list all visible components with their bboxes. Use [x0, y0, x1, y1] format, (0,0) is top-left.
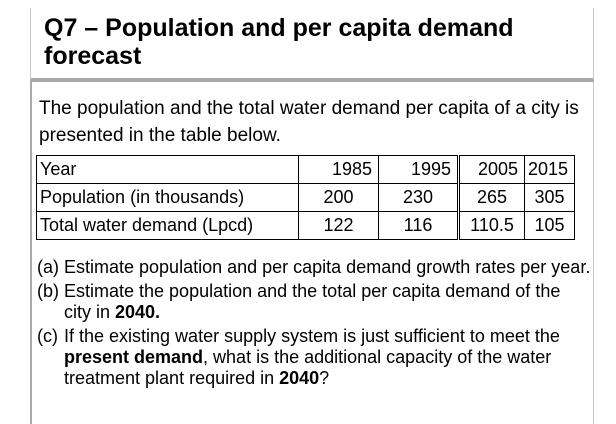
question-text: , what is the additional capacity of the…	[64, 347, 552, 388]
table-cell: 230	[378, 183, 460, 212]
question-marker: (a)	[37, 257, 59, 277]
question-marker: (b)	[37, 281, 59, 301]
table-row: Population (in thousands) 200 230 265 30…	[36, 183, 576, 212]
table-row-label: Population (in thousands)	[36, 183, 299, 212]
table-cell: 200	[298, 183, 379, 212]
question-text: Estimate population and per capita deman…	[64, 257, 591, 277]
question-item-c: (c) If the existing water supply system …	[37, 326, 592, 389]
question-item-a: (a) Estimate population and per capita d…	[37, 257, 592, 278]
table-cell: 110.5	[458, 211, 525, 240]
table-header-cell: 1985	[298, 155, 379, 184]
data-table: Year 1985 1995 2005 2015 Population (in …	[36, 155, 576, 240]
question-item-b: (b) Estimate the population and the tota…	[37, 281, 592, 323]
table-cell: 305	[523, 183, 576, 212]
question-emphasis: 2040	[279, 368, 320, 388]
table-cell: 116	[378, 211, 460, 240]
table-header-label: Year	[36, 155, 299, 184]
question-emphasis: 2040.	[115, 302, 161, 322]
question-emphasis: present demand	[64, 347, 204, 367]
table-cell: 265	[458, 183, 525, 212]
table-cell: 122	[298, 211, 379, 240]
table-cell: 105	[523, 211, 576, 240]
question-text: If the existing water supply system is j…	[64, 326, 560, 346]
intro-text: The population and the total water deman…	[39, 98, 579, 146]
page-title: Q7 – Population and per capita demand fo…	[44, 14, 514, 70]
question-text: Estimate the population and the total pe…	[64, 281, 561, 322]
table-header-cell: 2015	[523, 155, 576, 184]
title-bar: Q7 – Population and per capita demand fo…	[30, 8, 594, 82]
question-text: ?	[319, 368, 330, 388]
table-header-cell: 1995	[378, 155, 460, 184]
table-header-cell: 2005	[458, 155, 525, 184]
table-header-row: Year 1985 1995 2005 2015	[36, 155, 576, 184]
table-row-label: Total water demand (Lpcd)	[36, 211, 299, 240]
question-list: (a) Estimate population and per capita d…	[37, 257, 592, 392]
content-panel: The population and the total water deman…	[30, 82, 594, 424]
table-row: Total water demand (Lpcd) 122 116 110.5 …	[36, 211, 576, 240]
question-marker: (c)	[37, 326, 58, 346]
